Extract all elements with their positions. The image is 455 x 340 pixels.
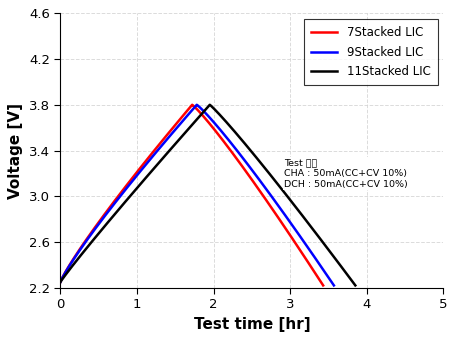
11Stacked LIC — [311, 229, 317, 233]
7Stacked LIC — [274, 215, 280, 219]
11Stacked LIC — [352, 283, 357, 287]
7Stacked LIC — [186, 107, 191, 111]
9Stacked LIC — [59, 277, 65, 281]
11Stacked LIC — [302, 217, 307, 221]
Legend: 7Stacked LIC, 9Stacked LIC, 11Stacked LIC: 7Stacked LIC, 9Stacked LIC, 11Stacked LI… — [303, 19, 436, 85]
7Stacked LIC — [320, 283, 325, 287]
7Stacked LIC — [283, 228, 288, 232]
9Stacked LIC — [190, 107, 196, 111]
7Stacked LIC — [58, 280, 63, 284]
11Stacked LIC — [58, 280, 63, 284]
9Stacked LIC — [194, 103, 199, 107]
11Stacked LIC — [239, 138, 244, 142]
Line: 11Stacked LIC: 11Stacked LIC — [61, 105, 354, 285]
9Stacked LIC — [292, 228, 298, 232]
X-axis label: Test time [hr]: Test time [hr] — [193, 317, 309, 332]
7Stacked LIC — [122, 185, 127, 189]
9Stacked LIC — [283, 215, 288, 219]
Line: 7Stacked LIC: 7Stacked LIC — [61, 105, 323, 285]
7Stacked LIC — [218, 136, 224, 140]
9Stacked LIC — [224, 136, 230, 140]
11Stacked LIC — [207, 103, 212, 107]
9Stacked LIC — [124, 185, 130, 189]
11Stacked LIC — [59, 278, 65, 282]
11Stacked LIC — [203, 107, 208, 111]
7Stacked LIC — [59, 277, 64, 281]
11Stacked LIC — [131, 190, 136, 194]
9Stacked LIC — [58, 280, 63, 284]
Y-axis label: Voltage [V]: Voltage [V] — [8, 103, 23, 199]
7Stacked LIC — [189, 103, 194, 107]
Text: Test 조건
CHA : 50mA(CC+CV 10%)
DCH : 50mA(CC+CV 10%): Test 조건 CHA : 50mA(CC+CV 10%) DCH : 50mA… — [284, 159, 407, 189]
Line: 9Stacked LIC: 9Stacked LIC — [61, 105, 333, 285]
9Stacked LIC — [330, 283, 336, 287]
